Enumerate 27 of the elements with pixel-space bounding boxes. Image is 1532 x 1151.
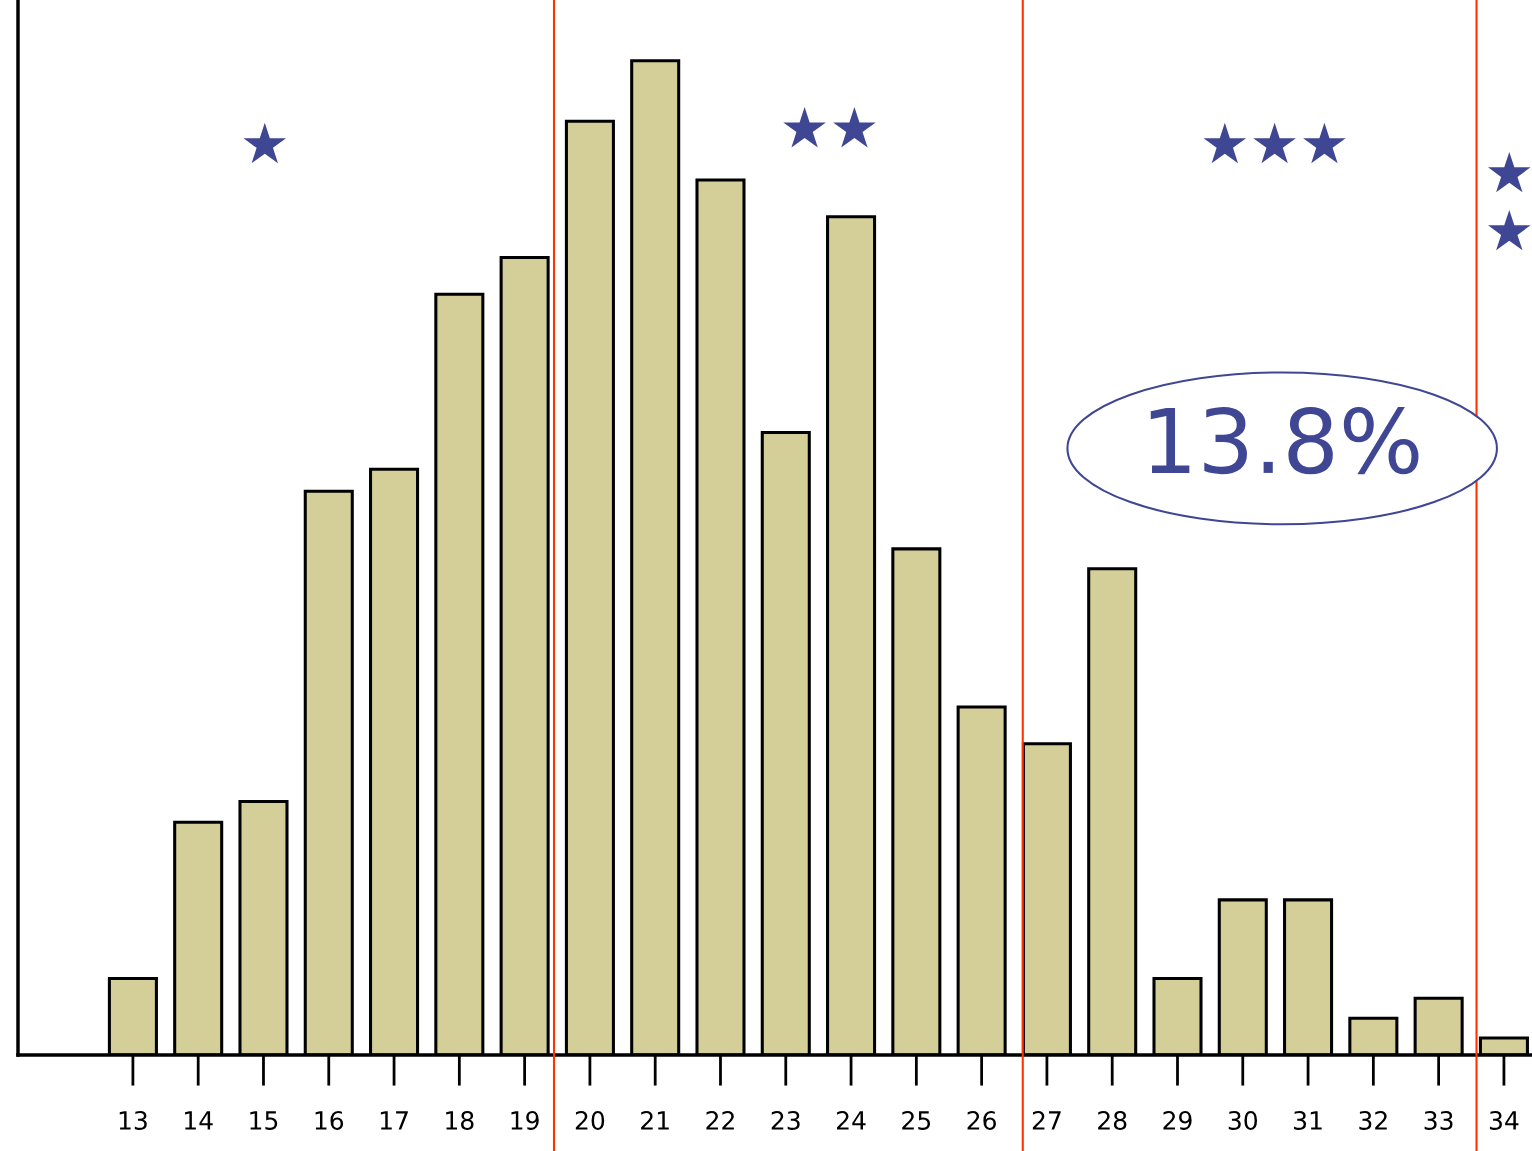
x-tick-label: 27	[1032, 1111, 1061, 1130]
x-tick-label: 22	[706, 1111, 734, 1130]
x-tick-label: 26	[967, 1111, 996, 1130]
x-tick-label: 32	[1359, 1111, 1387, 1130]
x-tick-label: 19	[511, 1111, 539, 1130]
annotation: ★★★	[1203, 122, 1346, 164]
x-tick-label: 20	[575, 1111, 605, 1130]
x-tick-label: 23	[771, 1111, 800, 1130]
x-tick-label: 30	[1228, 1111, 1258, 1130]
x-tick-label: 31	[1294, 1111, 1322, 1130]
x-tick-label: 18	[446, 1111, 474, 1130]
x-tick-label: 33	[1424, 1111, 1453, 1130]
annotation: ★	[243, 122, 287, 164]
x-tick-label: 13	[119, 1111, 147, 1130]
x-tick-label: 17	[380, 1111, 408, 1130]
x-tick-label: 15	[250, 1111, 278, 1130]
x-tick-label: 25	[902, 1111, 931, 1130]
x-tick-label: 29	[1163, 1111, 1192, 1130]
x-tick-label: 16	[315, 1111, 344, 1130]
x-tick-label: 21	[641, 1111, 669, 1130]
x-tick-label: 34	[1489, 1111, 1519, 1130]
annotation: ★★	[783, 107, 876, 148]
x-tick-label: 14	[185, 1111, 213, 1130]
annotation: 13.8%	[1150, 406, 1419, 475]
x-tick-label: 28	[1098, 1111, 1127, 1130]
annotation: ★ ★	[1488, 151, 1531, 251]
x-tick-label: 24	[836, 1111, 866, 1130]
